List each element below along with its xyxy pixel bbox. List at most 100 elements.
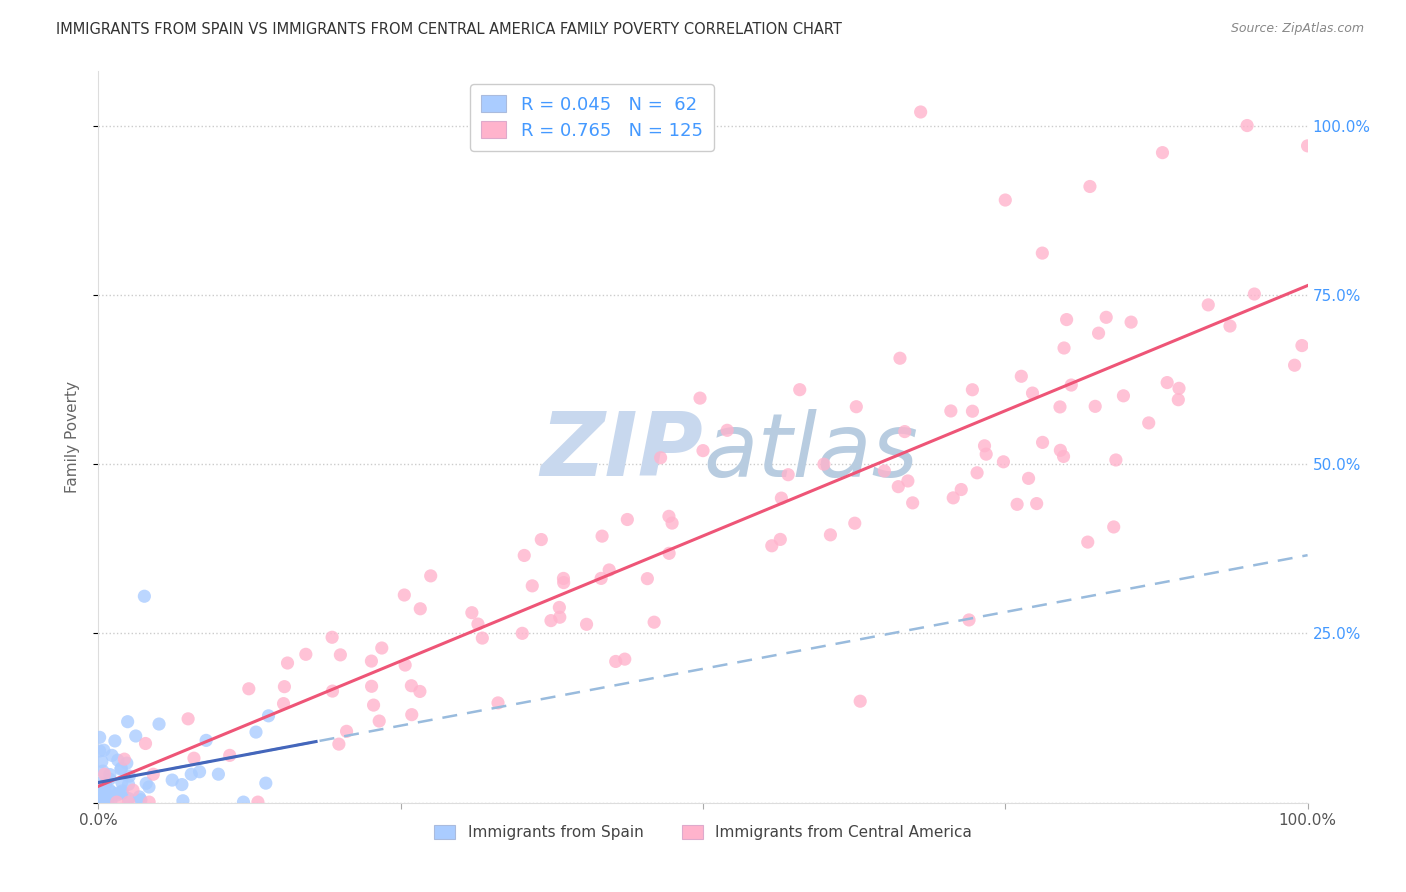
Point (89, 731, 111, 745)
Point (471, 631, 494, 645)
Point (91, 788, 114, 802)
Point (1052, 450, 1074, 464)
Point (321, 684, 343, 698)
Point (1167, 392, 1189, 407)
Point (778, 467, 800, 482)
Point (1031, 246, 1053, 260)
Point (761, 539, 783, 553)
Point (195, 733, 218, 747)
Text: atlas: atlas (703, 409, 918, 495)
Point (591, 571, 613, 585)
Point (897, 474, 920, 488)
Point (1032, 435, 1054, 450)
Point (1025, 497, 1047, 511)
Point (115, 756, 138, 771)
Point (1102, 520, 1125, 534)
Point (1219, 319, 1241, 334)
Point (1284, 358, 1306, 372)
Point (112, 752, 135, 766)
Point (295, 648, 318, 662)
Point (170, 778, 193, 792)
Point (658, 546, 681, 560)
Point (97, 789, 120, 803)
Legend: Immigrants from Spain, Immigrants from Central America: Immigrants from Spain, Immigrants from C… (427, 819, 979, 847)
Point (188, 764, 211, 779)
Point (128, 789, 150, 804)
Point (328, 737, 350, 751)
Point (1078, 179, 1101, 194)
Point (1112, 389, 1135, 403)
Point (135, 776, 157, 790)
Point (218, 748, 240, 763)
Point (1095, 310, 1118, 325)
Point (94, 777, 117, 791)
Point (1084, 400, 1107, 414)
Point (1087, 326, 1109, 341)
Point (360, 679, 382, 693)
Point (394, 658, 416, 673)
Point (135, 737, 157, 751)
Point (636, 572, 658, 586)
Point (98, 767, 121, 781)
Point (1077, 535, 1099, 549)
Point (111, 786, 134, 800)
Point (105, 788, 128, 802)
Point (510, 626, 533, 640)
Point (94, 792, 117, 806)
Point (661, 516, 683, 530)
Point (1137, 416, 1160, 430)
Point (1119, 315, 1142, 329)
Point (329, 648, 352, 662)
Point (91, 792, 114, 806)
Point (889, 351, 911, 366)
Point (117, 791, 139, 805)
Point (276, 656, 298, 670)
Point (1197, 298, 1219, 312)
Point (1105, 453, 1128, 467)
Point (273, 680, 295, 694)
Point (994, 193, 1017, 207)
Text: Source: ZipAtlas.com: Source: ZipAtlas.com (1230, 22, 1364, 36)
Point (122, 783, 145, 797)
Point (105, 795, 128, 809)
Point (692, 443, 714, 458)
Point (1005, 497, 1028, 511)
Point (138, 780, 160, 794)
Point (522, 579, 544, 593)
Point (363, 698, 385, 712)
Point (98, 772, 121, 787)
Point (910, 105, 932, 120)
Point (1049, 400, 1071, 414)
Point (658, 509, 681, 524)
Point (540, 614, 562, 628)
Point (104, 734, 127, 748)
Point (553, 575, 575, 590)
Point (1018, 471, 1040, 485)
Point (245, 725, 267, 739)
Point (409, 601, 432, 615)
Point (467, 617, 489, 632)
Point (770, 491, 793, 505)
Point (513, 549, 536, 563)
Point (94, 788, 117, 802)
Point (613, 652, 636, 666)
Point (1152, 145, 1174, 160)
Point (530, 533, 553, 547)
Point (1236, 119, 1258, 133)
Point (616, 512, 638, 526)
Point (1010, 369, 1032, 384)
Point (974, 447, 997, 461)
Point (401, 707, 423, 722)
Point (110, 762, 132, 776)
Point (89, 795, 111, 809)
Point (110, 761, 132, 775)
Point (97, 793, 120, 807)
Point (89, 744, 111, 758)
Point (93, 767, 115, 781)
Point (232, 795, 254, 809)
Point (548, 610, 571, 624)
Point (820, 528, 842, 542)
Point (273, 697, 295, 711)
Point (973, 439, 995, 453)
Point (1243, 287, 1265, 301)
